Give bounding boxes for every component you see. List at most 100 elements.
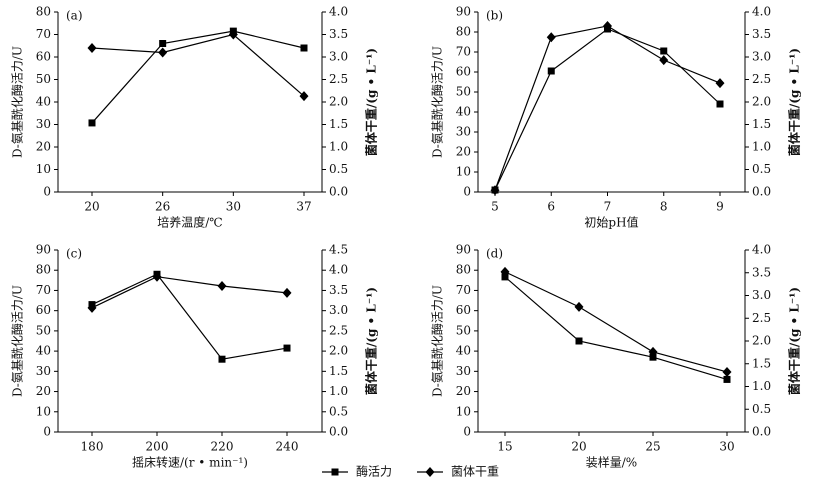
y-tick-label: 50 xyxy=(36,323,51,337)
y-tick-label: 20 xyxy=(36,140,51,154)
x-axis-label: 培养温度/℃ xyxy=(157,215,222,230)
y2-tick-label: 2.0 xyxy=(329,344,348,358)
marker-square xyxy=(159,40,167,47)
y2-axis-label: 菌体干重/(g • L⁻¹) xyxy=(364,287,379,395)
marker-diamond xyxy=(228,29,238,40)
x-tick-label: 5 xyxy=(491,200,499,214)
y2-tick-label: 2.0 xyxy=(752,95,771,109)
marker-square xyxy=(649,353,657,361)
x-tick-label: 37 xyxy=(296,200,311,214)
y-tick-label: 70 xyxy=(36,283,51,297)
y-tick-label: 30 xyxy=(456,364,471,378)
series-line xyxy=(504,276,728,380)
y-tick-label: 80 xyxy=(456,263,471,277)
x-tick-label: 25 xyxy=(645,440,660,454)
marker-square xyxy=(575,337,583,345)
x-tick-label: 26 xyxy=(155,200,170,214)
y2-tick-label: 0.5 xyxy=(752,402,771,416)
y2-tick-label: 0.5 xyxy=(329,162,348,176)
x-tick-label: 200 xyxy=(146,440,169,454)
y2-tick-label: 4.5 xyxy=(329,243,348,257)
y2-tick-label: 1.5 xyxy=(752,356,771,370)
marker-square xyxy=(723,375,731,383)
legend-marker xyxy=(331,468,339,476)
marker-diamond xyxy=(87,302,97,313)
x-tick-label: 9 xyxy=(716,200,724,214)
y2-tick-label: 0.5 xyxy=(329,404,348,418)
x-tick-label: 20 xyxy=(571,440,586,454)
y2-tick-label: 3.0 xyxy=(752,288,771,302)
y-tick-label: 60 xyxy=(36,50,51,64)
y-tick-label: 10 xyxy=(456,165,471,179)
marker-square xyxy=(218,355,226,363)
marker-square xyxy=(501,273,509,281)
y2-tick-label: 0.0 xyxy=(329,425,348,439)
y2-tick-label: 1.0 xyxy=(752,140,771,154)
y2-tick-label: 1.0 xyxy=(329,140,348,154)
marker-diamond xyxy=(574,301,584,312)
marker-diamond xyxy=(158,47,168,58)
marker-square xyxy=(716,100,724,108)
series-line xyxy=(494,28,721,191)
y-tick-label: 60 xyxy=(36,303,51,317)
series-line xyxy=(91,276,288,309)
y2-tick-label: 2.0 xyxy=(329,95,348,109)
y-axis-label: D-氨基酰化酶活力/U xyxy=(430,285,445,397)
y2-tick-label: 0.0 xyxy=(752,185,771,199)
y2-tick-label: 2.5 xyxy=(329,72,348,86)
x-tick-label: 220 xyxy=(211,440,234,454)
panel-label: (a) xyxy=(66,9,83,23)
y2-tick-label: 0.5 xyxy=(752,162,771,176)
y-tick-label: 20 xyxy=(36,384,51,398)
y-tick-label: 80 xyxy=(36,5,51,19)
marker-diamond xyxy=(299,91,309,102)
y-tick-label: 0 xyxy=(463,425,471,439)
legend-label: 菌体干重 xyxy=(451,465,499,479)
y-tick-label: 30 xyxy=(456,125,471,139)
marker-diamond xyxy=(659,55,669,66)
y-tick-label: 70 xyxy=(36,27,51,41)
y-tick-label: 60 xyxy=(456,303,471,317)
x-axis-label: 初始pH值 xyxy=(584,215,638,230)
y2-tick-label: 4.0 xyxy=(329,5,348,19)
y2-tick-label: 3.5 xyxy=(752,27,771,41)
y-tick-label: 80 xyxy=(456,25,471,39)
marker-square xyxy=(88,119,96,127)
series-line xyxy=(91,30,305,124)
y2-tick-label: 3.5 xyxy=(329,283,348,297)
y2-tick-label: 1.5 xyxy=(329,364,348,378)
x-tick-label: 7 xyxy=(604,200,612,214)
y2-tick-label: 1.0 xyxy=(752,379,771,393)
series-line xyxy=(91,33,305,97)
marker-square xyxy=(283,344,291,352)
marker-diamond xyxy=(282,287,292,298)
marker-square xyxy=(547,67,555,75)
legend-marker xyxy=(425,467,435,477)
y-tick-label: 80 xyxy=(36,263,51,277)
y2-tick-label: 0.0 xyxy=(752,425,771,439)
y-axis-label: D-氨基酰化酶活力/U xyxy=(430,46,445,158)
marker-diamond xyxy=(715,78,725,89)
x-tick-label: 180 xyxy=(81,440,104,454)
y-tick-label: 40 xyxy=(456,105,471,119)
y-tick-label: 90 xyxy=(456,243,471,257)
y-tick-label: 20 xyxy=(456,145,471,159)
y-tick-label: 10 xyxy=(36,162,51,176)
y-tick-label: 10 xyxy=(456,404,471,418)
y2-tick-label: 1.0 xyxy=(329,384,348,398)
y-tick-label: 90 xyxy=(36,243,51,257)
marker-square xyxy=(300,44,308,52)
x-tick-label: 8 xyxy=(660,200,668,214)
y2-tick-label: 1.5 xyxy=(329,117,348,131)
y-tick-label: 70 xyxy=(456,283,471,297)
x-tick-label: 15 xyxy=(497,440,512,454)
y-tick-label: 0 xyxy=(463,185,471,199)
marker-diamond xyxy=(87,43,97,53)
legend-label: 酶活力 xyxy=(356,464,392,479)
x-axis-label: 装样量/% xyxy=(586,455,637,470)
marker-diamond xyxy=(722,366,732,377)
y-tick-label: 0 xyxy=(43,185,51,199)
y-axis-label: D-氨基酰化酶活力/U xyxy=(10,285,25,397)
y2-tick-label: 4.0 xyxy=(752,243,771,257)
y-tick-label: 40 xyxy=(456,344,471,358)
